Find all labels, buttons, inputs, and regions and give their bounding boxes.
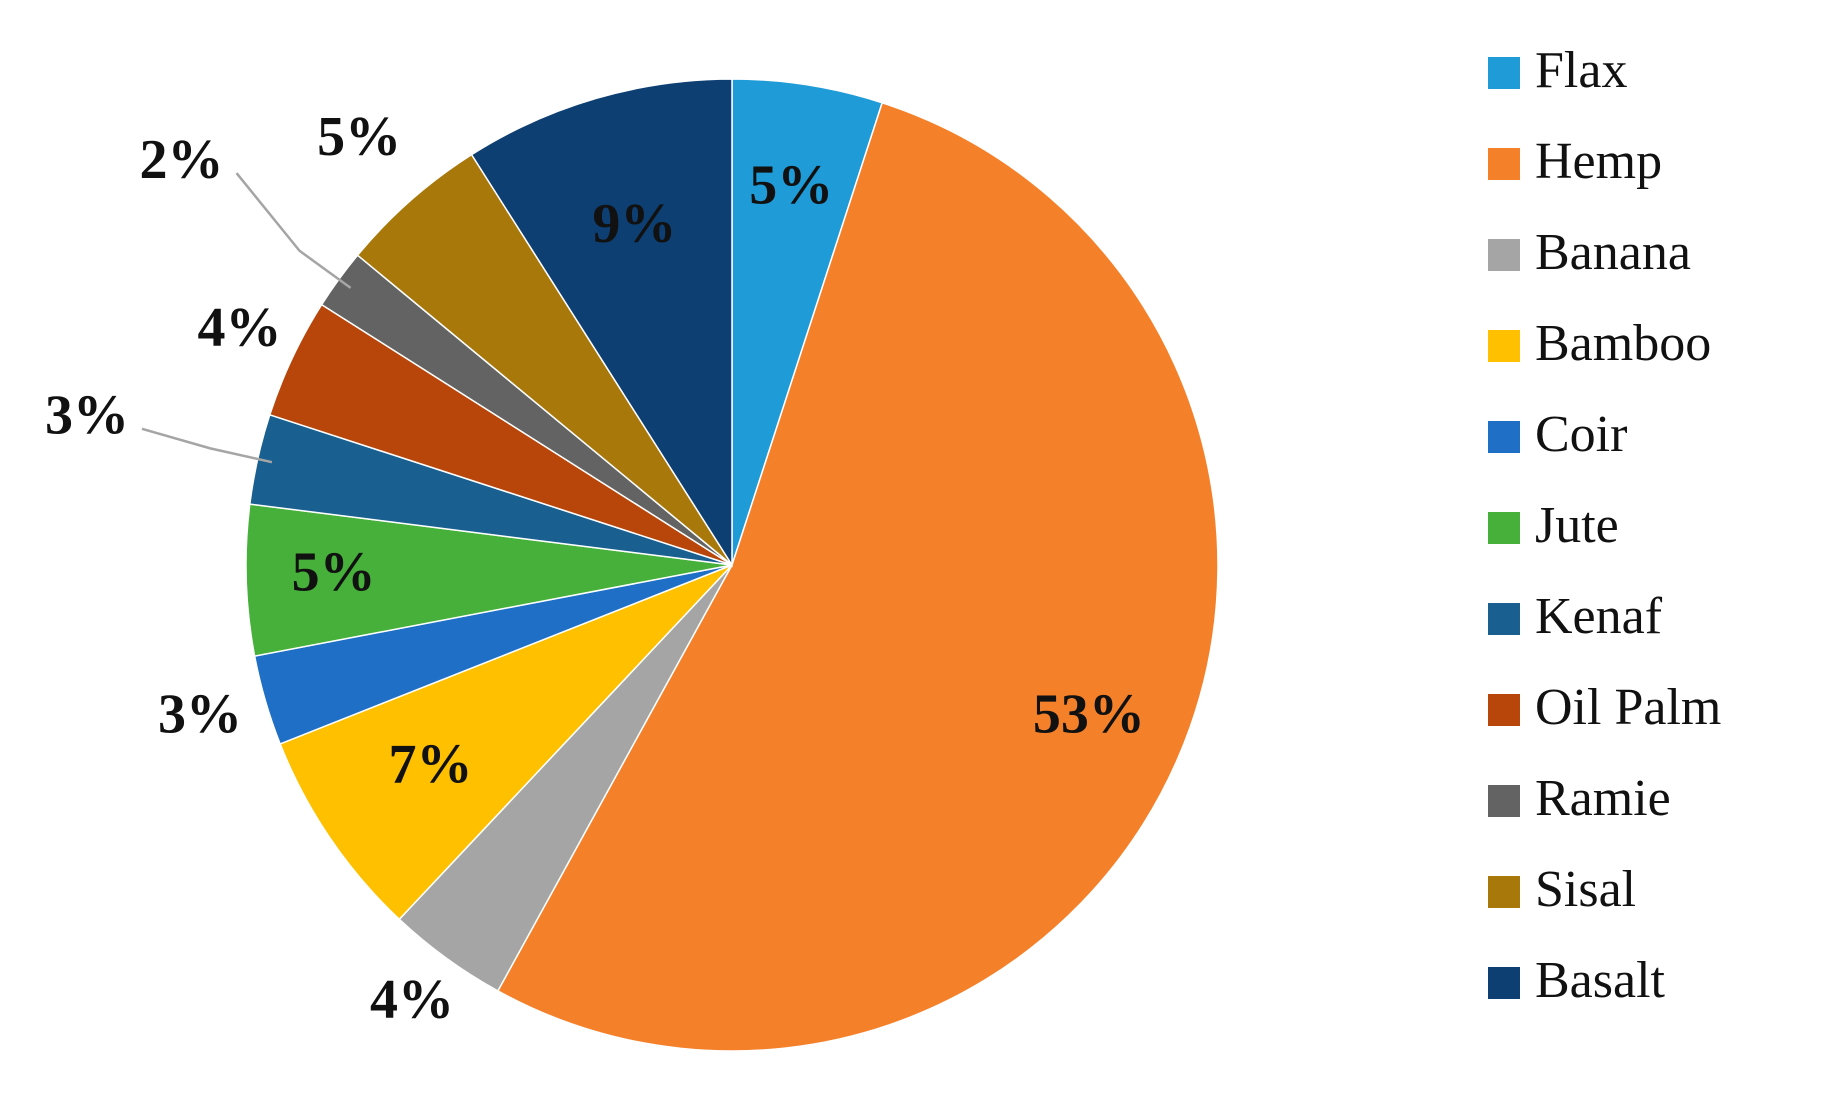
pie-slice [470, 78, 733, 568]
legend-swatch [1488, 785, 1520, 817]
legend-label: Basalt [1535, 952, 1666, 1009]
legend-label: Flax [1535, 42, 1627, 99]
data-label: 5% [317, 106, 401, 168]
legend-label: Hemp [1535, 133, 1662, 190]
legend-label: Jute [1535, 497, 1619, 554]
data-label: 5% [749, 154, 833, 216]
pie-slice [356, 153, 733, 566]
pie-slice [496, 101, 1219, 1052]
legend-label: Sisal [1535, 861, 1636, 918]
pie-slice [245, 503, 733, 657]
data-label: 3% [158, 683, 242, 745]
legend-swatch [1488, 57, 1520, 89]
legend-label: Coir [1535, 406, 1627, 463]
leader-line [235, 172, 352, 289]
legend-label: Kenaf [1535, 588, 1663, 645]
legend-label: Ramie [1535, 770, 1671, 827]
legend-label: Banana [1535, 224, 1691, 281]
legend-swatch [1488, 148, 1520, 180]
pie-slice [279, 564, 733, 921]
data-label: 9% [592, 193, 676, 255]
legend-swatch [1488, 512, 1520, 544]
data-label: 4% [370, 969, 454, 1031]
data-label: 3% [45, 385, 129, 447]
legend-swatch [1488, 603, 1520, 635]
data-label: 53% [1033, 683, 1145, 745]
legend-swatch [1488, 239, 1520, 271]
legend-swatch [1488, 876, 1520, 908]
data-label: 2% [140, 129, 224, 191]
data-label: 7% [389, 734, 473, 796]
legend-swatch [1488, 967, 1520, 999]
legend-swatch [1488, 421, 1520, 453]
leader-line [141, 427, 273, 464]
pie-slice [731, 78, 884, 566]
data-label: 4% [197, 297, 281, 359]
data-label: 5% [292, 541, 376, 603]
legend-label: Bamboo [1535, 315, 1711, 372]
legend-swatch [1488, 694, 1520, 726]
legend-swatch [1488, 330, 1520, 362]
legend-label: Oil Palm [1535, 679, 1721, 736]
